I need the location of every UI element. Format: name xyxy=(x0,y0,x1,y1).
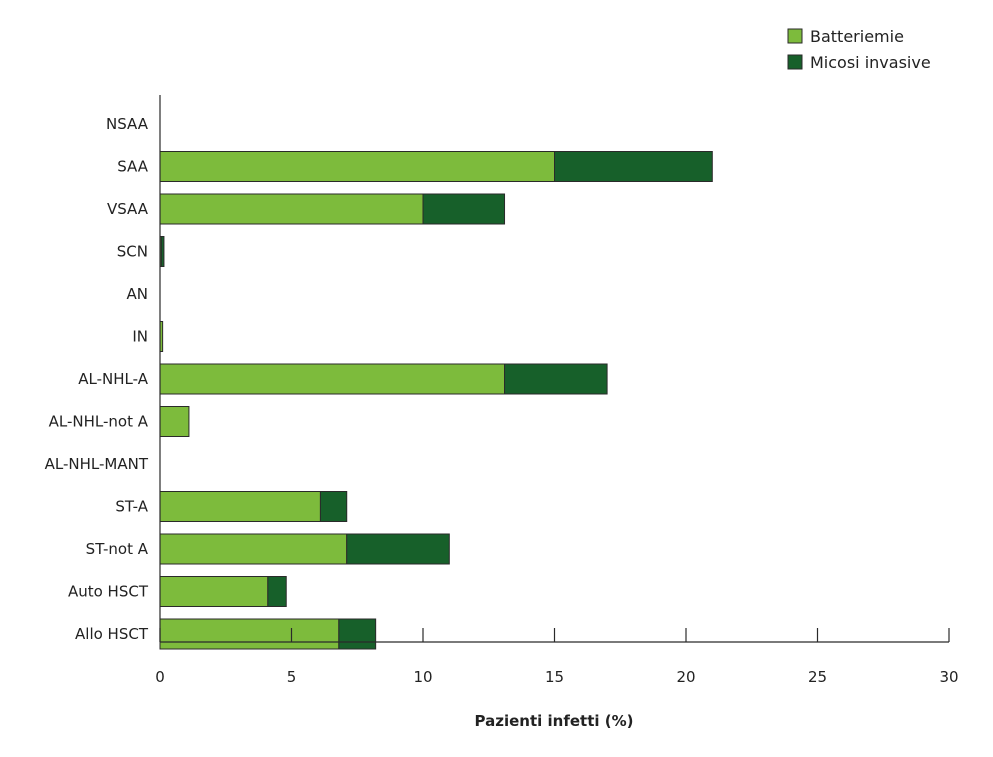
bar-segment-batteriemie xyxy=(159,491,321,522)
bar-segment-micosi-invasive xyxy=(319,491,348,522)
bar-segment-batteriemie xyxy=(159,406,190,437)
category-label: ST-A xyxy=(115,498,148,516)
bar-segment-batteriemie xyxy=(159,363,506,395)
category-label: VSAA xyxy=(107,200,149,218)
x-tick-label: 20 xyxy=(676,668,695,686)
x-axis-title: Pazienti infetti (%) xyxy=(475,712,634,730)
legend: Batteriemie Micosi invasive xyxy=(787,27,931,72)
category-label: ST-not A xyxy=(86,540,149,558)
category-label: AL-NHL-MANT xyxy=(45,455,149,473)
category-label: NSAA xyxy=(106,115,149,133)
category-label: SAA xyxy=(117,158,148,176)
category-label: AL-NHL-not A xyxy=(49,413,149,431)
bar-segment-batteriemie xyxy=(159,618,340,650)
legend-label: Batteriemie xyxy=(810,27,904,46)
x-tick-label: 10 xyxy=(413,668,432,686)
x-tick-label: 25 xyxy=(808,668,827,686)
bar-segment-micosi-invasive xyxy=(338,618,377,650)
legend-label: Micosi invasive xyxy=(810,53,931,72)
x-tick-label: 0 xyxy=(155,668,165,686)
x-tick-label: 15 xyxy=(545,668,564,686)
bar-segment-batteriemie xyxy=(159,193,424,225)
bar-segment-micosi-invasive xyxy=(346,533,450,565)
bar-segment-micosi-invasive xyxy=(554,151,713,182)
bar-segment-batteriemie xyxy=(159,576,269,607)
category-label: Allo HSCT xyxy=(75,625,149,643)
legend-swatch xyxy=(787,28,803,44)
x-ticks: 0 5 10 15 20 25 30 xyxy=(155,628,959,686)
category-label: AN xyxy=(127,285,148,303)
x-tick-label: 30 xyxy=(939,668,958,686)
category-label: SCN xyxy=(117,243,148,261)
bar-segment-micosi-invasive xyxy=(267,576,287,607)
category-label: Auto HSCT xyxy=(68,583,149,601)
bar-segment-micosi-invasive xyxy=(504,363,608,395)
category-labels: NSAA SAA VSAA SCN AN IN AL-NHL-A AL-NHL-not A AL… xyxy=(45,115,149,643)
x-tick-label: 5 xyxy=(287,668,297,686)
bar-segment-batteriemie xyxy=(159,151,555,182)
category-label: AL-NHL-A xyxy=(78,370,148,388)
bars-group xyxy=(159,151,713,650)
legend-swatch xyxy=(787,54,803,70)
bar-segment-batteriemie xyxy=(159,533,348,565)
bar-segment-micosi-invasive xyxy=(422,193,506,225)
category-label: IN xyxy=(132,328,148,346)
bar-segment-micosi-invasive xyxy=(160,236,165,267)
